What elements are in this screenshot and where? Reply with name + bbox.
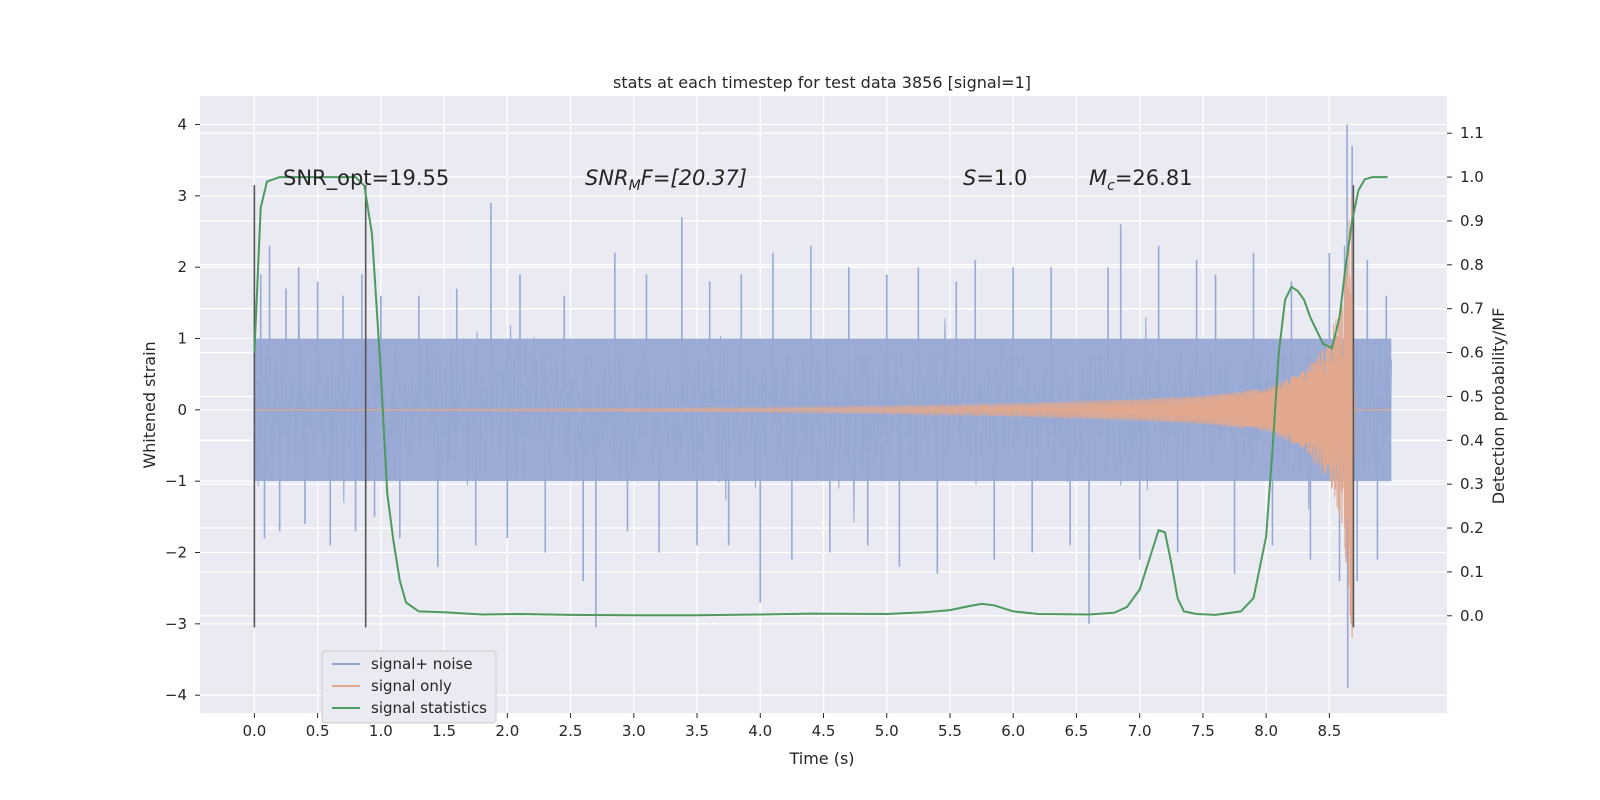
y-tick-label: −1 bbox=[165, 472, 187, 490]
x-tick-label: 2.5 bbox=[559, 722, 583, 740]
x-tick-label: 1.0 bbox=[369, 722, 393, 740]
y-tick-label: 4 bbox=[177, 116, 187, 134]
x-tick-label: 3.5 bbox=[685, 722, 709, 740]
y2-tick-label: 0.5 bbox=[1460, 387, 1484, 405]
snr-mf-label: SNR bbox=[585, 166, 629, 190]
y2-tick-label: 0.1 bbox=[1460, 563, 1484, 581]
y2-axis-label: Detection probability/MF bbox=[1489, 308, 1508, 505]
legend-label-signal-only: signal only bbox=[371, 677, 452, 695]
s-value: =1.0 bbox=[976, 166, 1027, 190]
y2-tick-label: 0.2 bbox=[1460, 519, 1484, 537]
mc-value: =26.81 bbox=[1115, 166, 1193, 190]
x-tick-label: 7.0 bbox=[1128, 722, 1152, 740]
s-annotation: S=1.0 bbox=[963, 166, 1027, 190]
legend-box bbox=[321, 650, 497, 724]
x-tick-label: 5.5 bbox=[938, 722, 962, 740]
y-tick-label: −4 bbox=[165, 686, 187, 704]
y-tick-label: 1 bbox=[177, 330, 187, 348]
statistics-line bbox=[253, 176, 1388, 617]
x-axis-label: Time (s) bbox=[788, 749, 854, 768]
mc-annotation: Mc=26.81 bbox=[1089, 166, 1193, 194]
y2-tick-label: 0.8 bbox=[1460, 256, 1484, 274]
y2-axis-ticks: 1.1 1.0 0.9 0.8 0.7 0.6 0.5 0.4 0.3 0.2 0.1 0.0 bbox=[1447, 124, 1484, 625]
chart-title: stats at each timestep for test data 385… bbox=[613, 73, 1031, 92]
y-tick-label: 0 bbox=[177, 401, 187, 419]
snr-mf-tail: F=[20.37] bbox=[641, 166, 747, 190]
x-tick-label: 5.0 bbox=[875, 722, 899, 740]
vertical-markers bbox=[253, 185, 1355, 628]
x-tick-label: 4.0 bbox=[748, 722, 772, 740]
legend-label-signal-statistics: signal statistics bbox=[371, 699, 487, 717]
y-tick-label: −3 bbox=[165, 615, 187, 633]
signal-only-series bbox=[254, 197, 1392, 638]
x-tick-label: 6.5 bbox=[1065, 722, 1089, 740]
snr-mf-sub: M bbox=[629, 178, 641, 194]
y-tick-label: 2 bbox=[177, 258, 187, 276]
y2-tick-label: 0.3 bbox=[1460, 475, 1484, 493]
x-tick-label: 1.5 bbox=[432, 722, 456, 740]
mc-label: M bbox=[1089, 166, 1107, 190]
y-axis-ticks: 4 3 2 1 0 −1 −2 −3 −4 bbox=[165, 116, 200, 704]
y2-tick-label: 0.4 bbox=[1460, 431, 1484, 449]
y2-tick-label: 0.9 bbox=[1460, 212, 1484, 230]
y2-tick-label: 0.7 bbox=[1460, 300, 1484, 318]
x-tick-label: 4.5 bbox=[812, 722, 836, 740]
x-tick-label: 2.0 bbox=[495, 722, 519, 740]
y2-tick-label: 1.0 bbox=[1460, 168, 1484, 186]
y2-tick-label: 0.6 bbox=[1460, 344, 1484, 362]
y2-tick-label: 1.1 bbox=[1460, 124, 1484, 142]
x-tick-label: 8.0 bbox=[1254, 722, 1278, 740]
noise-trace bbox=[253, 307, 1392, 523]
x-tick-label: 8.5 bbox=[1317, 722, 1341, 740]
x-tick-label: 0.0 bbox=[242, 722, 266, 740]
snr-mf-annotation: SNRMF=[20.37] bbox=[585, 166, 747, 194]
y-axis-label: Whitened strain bbox=[140, 341, 159, 468]
y-tick-label: −2 bbox=[165, 544, 187, 562]
s-label: S bbox=[963, 166, 976, 190]
snr-opt-annotation: SNR_opt=19.55 bbox=[283, 166, 449, 191]
x-tick-label: 3.0 bbox=[622, 722, 646, 740]
mc-sub: c bbox=[1107, 178, 1115, 194]
legend: signal+ noise signal only signal statist… bbox=[321, 650, 497, 724]
legend-label-signal-noise: signal+ noise bbox=[371, 655, 473, 673]
x-tick-label: 7.5 bbox=[1191, 722, 1215, 740]
y2-tick-label: 0.0 bbox=[1460, 607, 1484, 625]
x-axis-ticks: 0.0 0.5 1.0 1.5 2.0 2.5 3.0 3.5 4.0 4.5 5.0 5.5 6.0 6… bbox=[242, 713, 1341, 740]
y-tick-label: 3 bbox=[177, 187, 187, 205]
signal-trace bbox=[254, 197, 1392, 638]
x-tick-label: 0.5 bbox=[306, 722, 330, 740]
signal-statistics-series bbox=[253, 176, 1388, 617]
x-tick-label: 6.0 bbox=[1001, 722, 1025, 740]
